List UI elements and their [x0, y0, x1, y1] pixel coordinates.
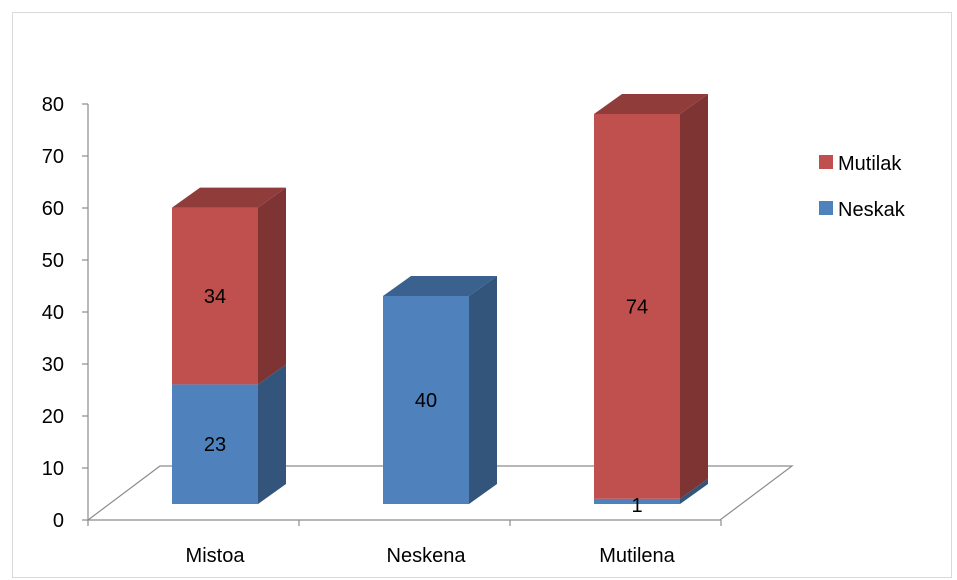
- x-tick-label: Neskena: [387, 545, 467, 567]
- data-label: 34: [204, 286, 226, 308]
- data-label: 74: [626, 296, 648, 318]
- y-tick-label: 20: [42, 406, 64, 428]
- bar-top-face: [594, 94, 708, 114]
- bar-side-face: [258, 364, 286, 504]
- y-tick-label: 50: [42, 250, 64, 272]
- bar-side-face: [680, 478, 708, 504]
- floor-plane: [86, 465, 794, 521]
- bar-segment-neskak-neskena: [383, 276, 497, 504]
- legend-swatch: [819, 201, 833, 215]
- y-tick-label: 60: [42, 198, 64, 220]
- bar-front-face: [383, 296, 469, 504]
- bar-front-face: [172, 384, 258, 504]
- bar-front-face: [594, 114, 680, 499]
- y-tick-label: 30: [42, 354, 64, 376]
- bar-top-face: [172, 187, 286, 208]
- bar-side-face: [680, 94, 708, 499]
- legend-label: Neskak: [838, 199, 906, 221]
- bar-segment-mutilak-mistoa: [172, 187, 286, 385]
- y-tick-label: 0: [53, 510, 64, 532]
- bar-side-face: [469, 276, 497, 504]
- bar-segment-mutilak-mutilena: [594, 94, 708, 499]
- bar-front-face: [172, 207, 258, 385]
- y-tick-label: 80: [42, 94, 64, 116]
- bar-side-face: [258, 187, 286, 385]
- data-label: 23: [204, 434, 226, 456]
- y-tick-label: 10: [42, 458, 64, 480]
- bar-front-face: [594, 498, 680, 504]
- bar-segment-neskak-mistoa: [172, 364, 286, 504]
- y-tick-label: 40: [42, 302, 64, 324]
- data-label: 40: [415, 390, 437, 412]
- bar-segment-neskak-mutilena: [594, 478, 708, 504]
- bar-top-face: [383, 276, 497, 296]
- data-label: 1: [631, 495, 642, 517]
- x-tick-label: Mistoa: [186, 545, 246, 567]
- legend-label: Mutilak: [838, 153, 902, 175]
- x-tick-label: Mutilena: [599, 545, 675, 567]
- legend-swatch: [819, 155, 833, 169]
- y-tick-label: 70: [42, 146, 64, 168]
